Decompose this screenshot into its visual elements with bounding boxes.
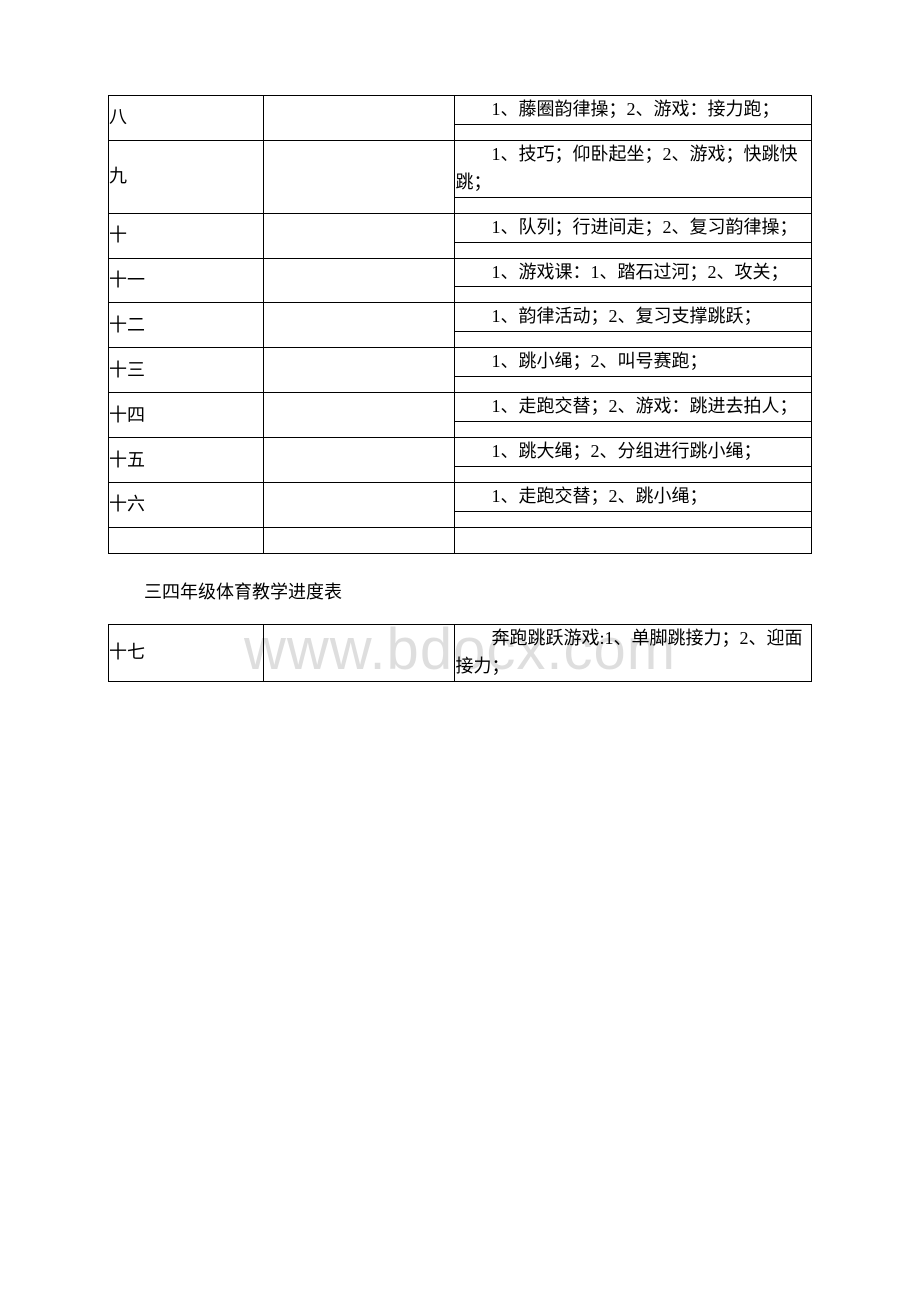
table-row: 十六 1、走跑交替；2、跳小绳； (109, 483, 812, 512)
content-cell: 奔跑跳跃游戏:1、单脚跳接力；2、迎面接力； (455, 624, 812, 681)
empty-cell (263, 483, 455, 528)
content-cell: 1、韵律活动；2、复习支撑跳跃； (455, 303, 812, 332)
week-cell: 八 (109, 96, 264, 141)
footer-cell (263, 527, 455, 553)
week-cell: 十 (109, 213, 264, 258)
empty-cell (263, 624, 455, 681)
content-cell: 1、技巧；仰卧起坐；2、游戏；快跳快跳； (455, 140, 812, 197)
content-cell: 1、走跑交替；2、跳小绳； (455, 483, 812, 512)
empty-cell (263, 213, 455, 258)
page-container: 八 1、藤圈韵律操；2、游戏：接力跑； 九 1、技巧；仰卧起坐；2、游戏；快跳快… (0, 0, 920, 777)
section-title: 三四年级体育教学进度表 (108, 554, 812, 624)
table-row: 十一 1、游戏课：1、踏石过河；2、攻关； (109, 258, 812, 287)
table-row: 十四 1、走跑交替；2、游戏：跳进去拍人； (109, 393, 812, 422)
table-row (109, 527, 812, 553)
content-cell: 1、游戏课：1、踏石过河；2、攻关； (455, 258, 812, 287)
empty-cell (263, 348, 455, 393)
week-cell: 九 (109, 140, 264, 213)
schedule-table-1: 八 1、藤圈韵律操；2、游戏：接力跑； 九 1、技巧；仰卧起坐；2、游戏；快跳快… (108, 95, 812, 554)
sub-cell (455, 377, 812, 393)
table-row: 九 1、技巧；仰卧起坐；2、游戏；快跳快跳； (109, 140, 812, 197)
table-row: 十五 1、跳大绳；2、分组进行跳小绳； (109, 438, 812, 467)
footer-cell (455, 527, 812, 553)
week-cell: 十五 (109, 438, 264, 483)
week-cell: 十四 (109, 393, 264, 438)
table-row: 十三 1、跳小绳；2、叫号赛跑； (109, 348, 812, 377)
content-cell: 1、走跑交替；2、游戏：跳进去拍人； (455, 393, 812, 422)
table-row: 十 1、队列；行进间走；2、复习韵律操； (109, 213, 812, 242)
sub-cell (455, 467, 812, 483)
empty-cell (263, 393, 455, 438)
week-cell: 十二 (109, 303, 264, 348)
content-cell: 1、跳大绳；2、分组进行跳小绳； (455, 438, 812, 467)
week-cell: 十六 (109, 483, 264, 528)
empty-cell (263, 303, 455, 348)
content-cell: 1、藤圈韵律操；2、游戏：接力跑； (455, 96, 812, 125)
sub-cell (455, 197, 812, 213)
empty-cell (263, 140, 455, 213)
sub-cell (455, 511, 812, 527)
sub-cell (455, 124, 812, 140)
week-cell: 十三 (109, 348, 264, 393)
week-cell: 十一 (109, 258, 264, 303)
table-row: 十二 1、韵律活动；2、复习支撑跳跃； (109, 303, 812, 332)
empty-cell (263, 96, 455, 141)
sub-cell (455, 332, 812, 348)
empty-cell (263, 258, 455, 303)
empty-cell (263, 438, 455, 483)
table-row: 八 1、藤圈韵律操；2、游戏：接力跑； (109, 96, 812, 125)
schedule-table-2: 十七 奔跑跳跃游戏:1、单脚跳接力；2、迎面接力； (108, 624, 812, 682)
table-row: 十七 奔跑跳跃游戏:1、单脚跳接力；2、迎面接力； (109, 624, 812, 681)
sub-cell (455, 422, 812, 438)
content-cell: 1、队列；行进间走；2、复习韵律操； (455, 213, 812, 242)
footer-cell (109, 527, 264, 553)
sub-cell (455, 287, 812, 303)
week-cell: 十七 (109, 624, 264, 681)
content-cell: 1、跳小绳；2、叫号赛跑； (455, 348, 812, 377)
sub-cell (455, 242, 812, 258)
